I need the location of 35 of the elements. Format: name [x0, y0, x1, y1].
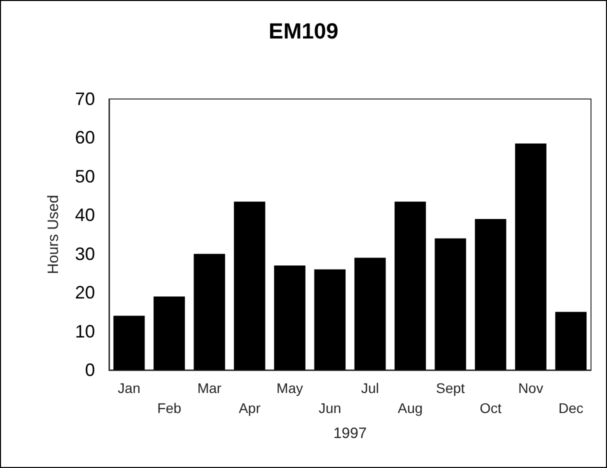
y-tick-label: 10 — [74, 321, 95, 342]
bar — [394, 202, 426, 370]
chart-title: EM109 — [268, 18, 338, 44]
y-tick-label: 40 — [74, 205, 95, 226]
y-tick-label: 20 — [74, 282, 95, 303]
x-tick-label: Jun — [318, 400, 342, 416]
x-tick-label: Jan — [118, 380, 140, 396]
bar — [154, 296, 185, 370]
x-tick-label: Nov — [518, 380, 544, 396]
bar — [274, 265, 306, 370]
bar — [515, 144, 546, 370]
bar — [434, 238, 466, 370]
y-tick-label: 30 — [74, 244, 95, 264]
bar — [474, 219, 506, 370]
x-tick-label: Aug — [398, 400, 423, 416]
bar — [113, 316, 145, 370]
x-tick-label: May — [276, 380, 303, 396]
x-tick-label: Jul — [361, 380, 380, 396]
x-tick-label: Dec — [558, 400, 584, 416]
y-tick-label: 70 — [74, 89, 95, 109]
bar — [354, 258, 386, 370]
bar — [194, 254, 226, 370]
x-tick-label: Feb — [157, 400, 182, 416]
x-tick-label: Sept — [436, 380, 465, 396]
bar — [314, 269, 346, 370]
bar — [555, 312, 587, 370]
x-axis-title: 1997 — [333, 425, 367, 442]
y-tick-label: 0 — [84, 360, 95, 380]
y-tick-label: 50 — [74, 166, 95, 186]
y-tick-label: 60 — [74, 128, 95, 148]
y-axis-title: Hours Used — [45, 194, 62, 274]
x-tick-label: Mar — [197, 380, 222, 396]
x-tick-label: Oct — [480, 400, 502, 416]
bar — [234, 202, 266, 370]
x-tick-label: Apr — [238, 400, 261, 416]
